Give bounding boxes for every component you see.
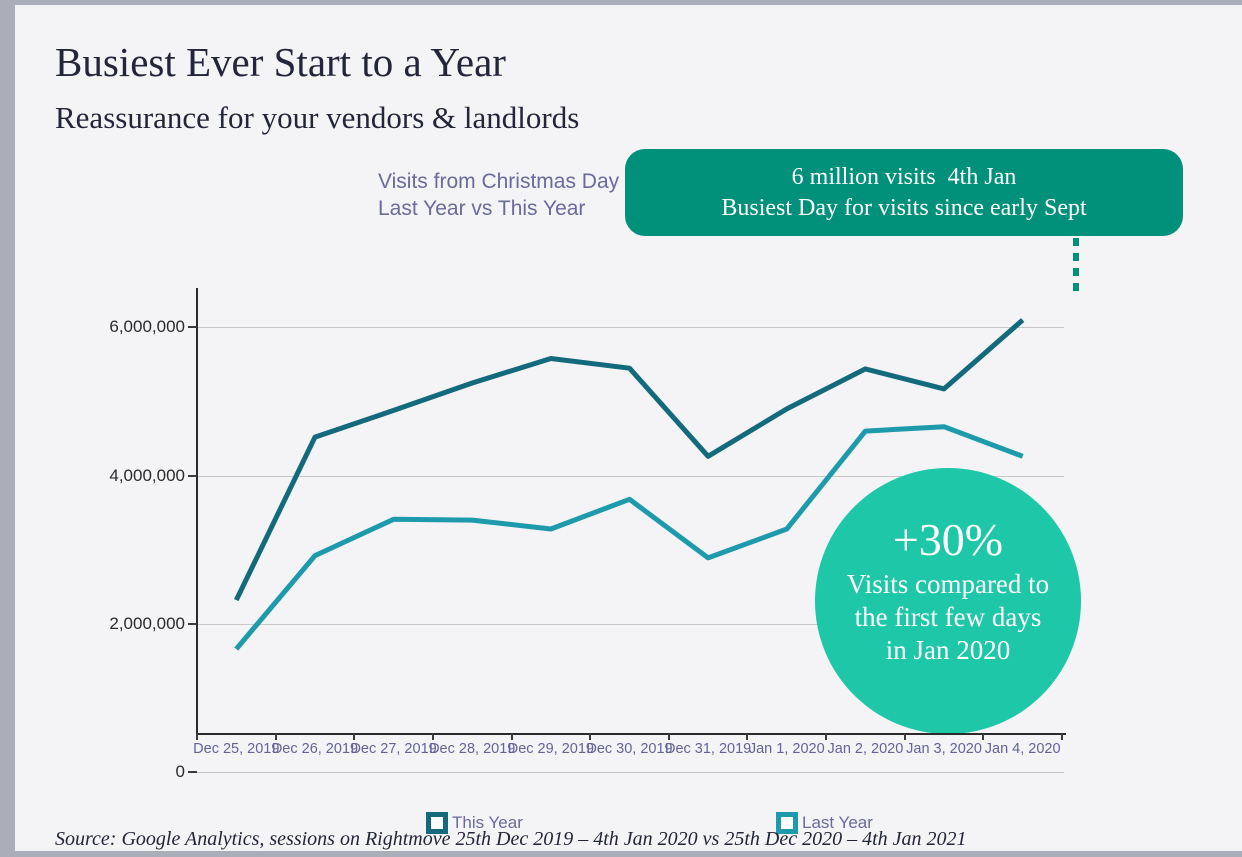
x-axis-tick <box>196 733 198 740</box>
y-axis-label: 6,000,000 <box>109 317 185 337</box>
badge-body: Visits compared to the first few days in… <box>846 569 1050 665</box>
x-axis-label: Jan 2, 2020 <box>827 741 904 757</box>
y-axis-tick <box>188 622 197 625</box>
y-axis-label: 0 <box>175 762 185 781</box>
x-axis-tick <box>982 733 985 740</box>
legend-label: This Year <box>452 813 523 832</box>
callout-banner-line2: Busiest Day for visits since early Sept <box>721 194 1087 221</box>
x-axis-label: Dec 26, 2019 <box>271 741 359 757</box>
x-axis-tick <box>1061 733 1063 740</box>
y-axis-tick <box>188 326 197 329</box>
x-axis-tick <box>667 733 670 740</box>
legend-label: Last Year <box>802 813 873 832</box>
x-axis-tick <box>589 733 592 740</box>
y-axis-label: 2,000,000 <box>109 613 185 633</box>
callout-banner-line1: 6 million visits 4th Jan <box>791 163 1017 190</box>
x-axis-label: Dec 27, 2019 <box>350 741 437 757</box>
x-axis-label: Dec 25, 2019 <box>193 741 280 757</box>
highlight-circle-badge: +30% Visits compared to the first few da… <box>815 468 1081 734</box>
y-axis-label: 4,000,000 <box>109 465 185 485</box>
gridline <box>197 772 1064 773</box>
x-axis-label: Dec 28, 2019 <box>429 741 516 757</box>
x-axis-tick <box>825 733 828 740</box>
slide-subtitle: Reassurance for your vendors & landlords <box>55 100 580 135</box>
x-axis-label: Jan 3, 2020 <box>906 741 982 757</box>
callout-banner: 6 million visits 4th Jan Busiest Day for… <box>625 149 1183 236</box>
callout-connector-dashed-line <box>1073 238 1079 294</box>
x-axis-label: Jan 1, 2020 <box>748 741 825 757</box>
x-axis-tick <box>510 733 513 740</box>
x-axis-tick <box>431 733 434 740</box>
gridline <box>197 327 1064 329</box>
legend-item-this-year: This Year <box>426 812 523 834</box>
source-note: Source: Google Analytics, sessions on Ri… <box>55 828 967 850</box>
y-axis-tick <box>188 474 197 477</box>
x-axis-label: Dec 31, 2019 <box>664 741 752 757</box>
chart-title-line2: Last Year vs This Year <box>378 197 586 220</box>
x-axis-label: Dec 29, 2019 <box>507 741 594 757</box>
badge-headline: +30% <box>892 514 1004 565</box>
x-axis-label: Jan 4, 2020 <box>984 741 1061 757</box>
chart-title: Visits from Christmas Day Last Year vs T… <box>378 168 619 222</box>
y-axis-line <box>196 288 198 735</box>
x-axis-tick <box>353 733 356 740</box>
x-axis-tick <box>746 733 749 740</box>
x-axis-line <box>196 733 1066 735</box>
legend-marker-icon <box>426 812 448 834</box>
y-axis-tick <box>188 771 197 773</box>
legend-item-last-year: Last Year <box>776 812 873 834</box>
slide-title: Busiest Ever Start to a Year <box>55 39 506 85</box>
chart-title-line1: Visits from Christmas Day <box>378 170 620 193</box>
x-axis-tick <box>274 733 277 740</box>
x-axis-tick <box>903 733 906 740</box>
x-axis-label: Dec 30, 2019 <box>586 741 673 757</box>
chart-legend: This Year Last Year <box>0 812 1242 842</box>
legend-marker-icon <box>776 812 798 834</box>
